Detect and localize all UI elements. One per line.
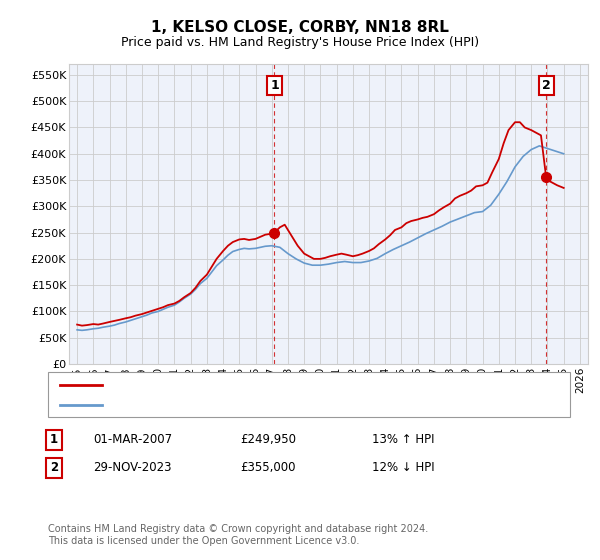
Text: 12% ↓ HPI: 12% ↓ HPI: [372, 461, 434, 474]
Text: 1: 1: [50, 433, 58, 446]
Text: £355,000: £355,000: [240, 461, 296, 474]
Text: 01-MAR-2007: 01-MAR-2007: [93, 433, 172, 446]
Text: HPI: Average price, detached house, North Northamptonshire: HPI: Average price, detached house, Nort…: [111, 400, 454, 410]
Text: £249,950: £249,950: [240, 433, 296, 446]
Text: 13% ↑ HPI: 13% ↑ HPI: [372, 433, 434, 446]
Text: Price paid vs. HM Land Registry's House Price Index (HPI): Price paid vs. HM Land Registry's House …: [121, 36, 479, 49]
Text: 1: 1: [270, 79, 279, 92]
Text: 1, KELSO CLOSE, CORBY, NN18 8RL (detached house): 1, KELSO CLOSE, CORBY, NN18 8RL (detache…: [111, 380, 411, 390]
Text: 29-NOV-2023: 29-NOV-2023: [93, 461, 172, 474]
Text: 2: 2: [50, 461, 58, 474]
Text: Contains HM Land Registry data © Crown copyright and database right 2024.
This d: Contains HM Land Registry data © Crown c…: [48, 524, 428, 546]
Text: 2: 2: [542, 79, 551, 92]
Text: 1, KELSO CLOSE, CORBY, NN18 8RL: 1, KELSO CLOSE, CORBY, NN18 8RL: [151, 20, 449, 35]
